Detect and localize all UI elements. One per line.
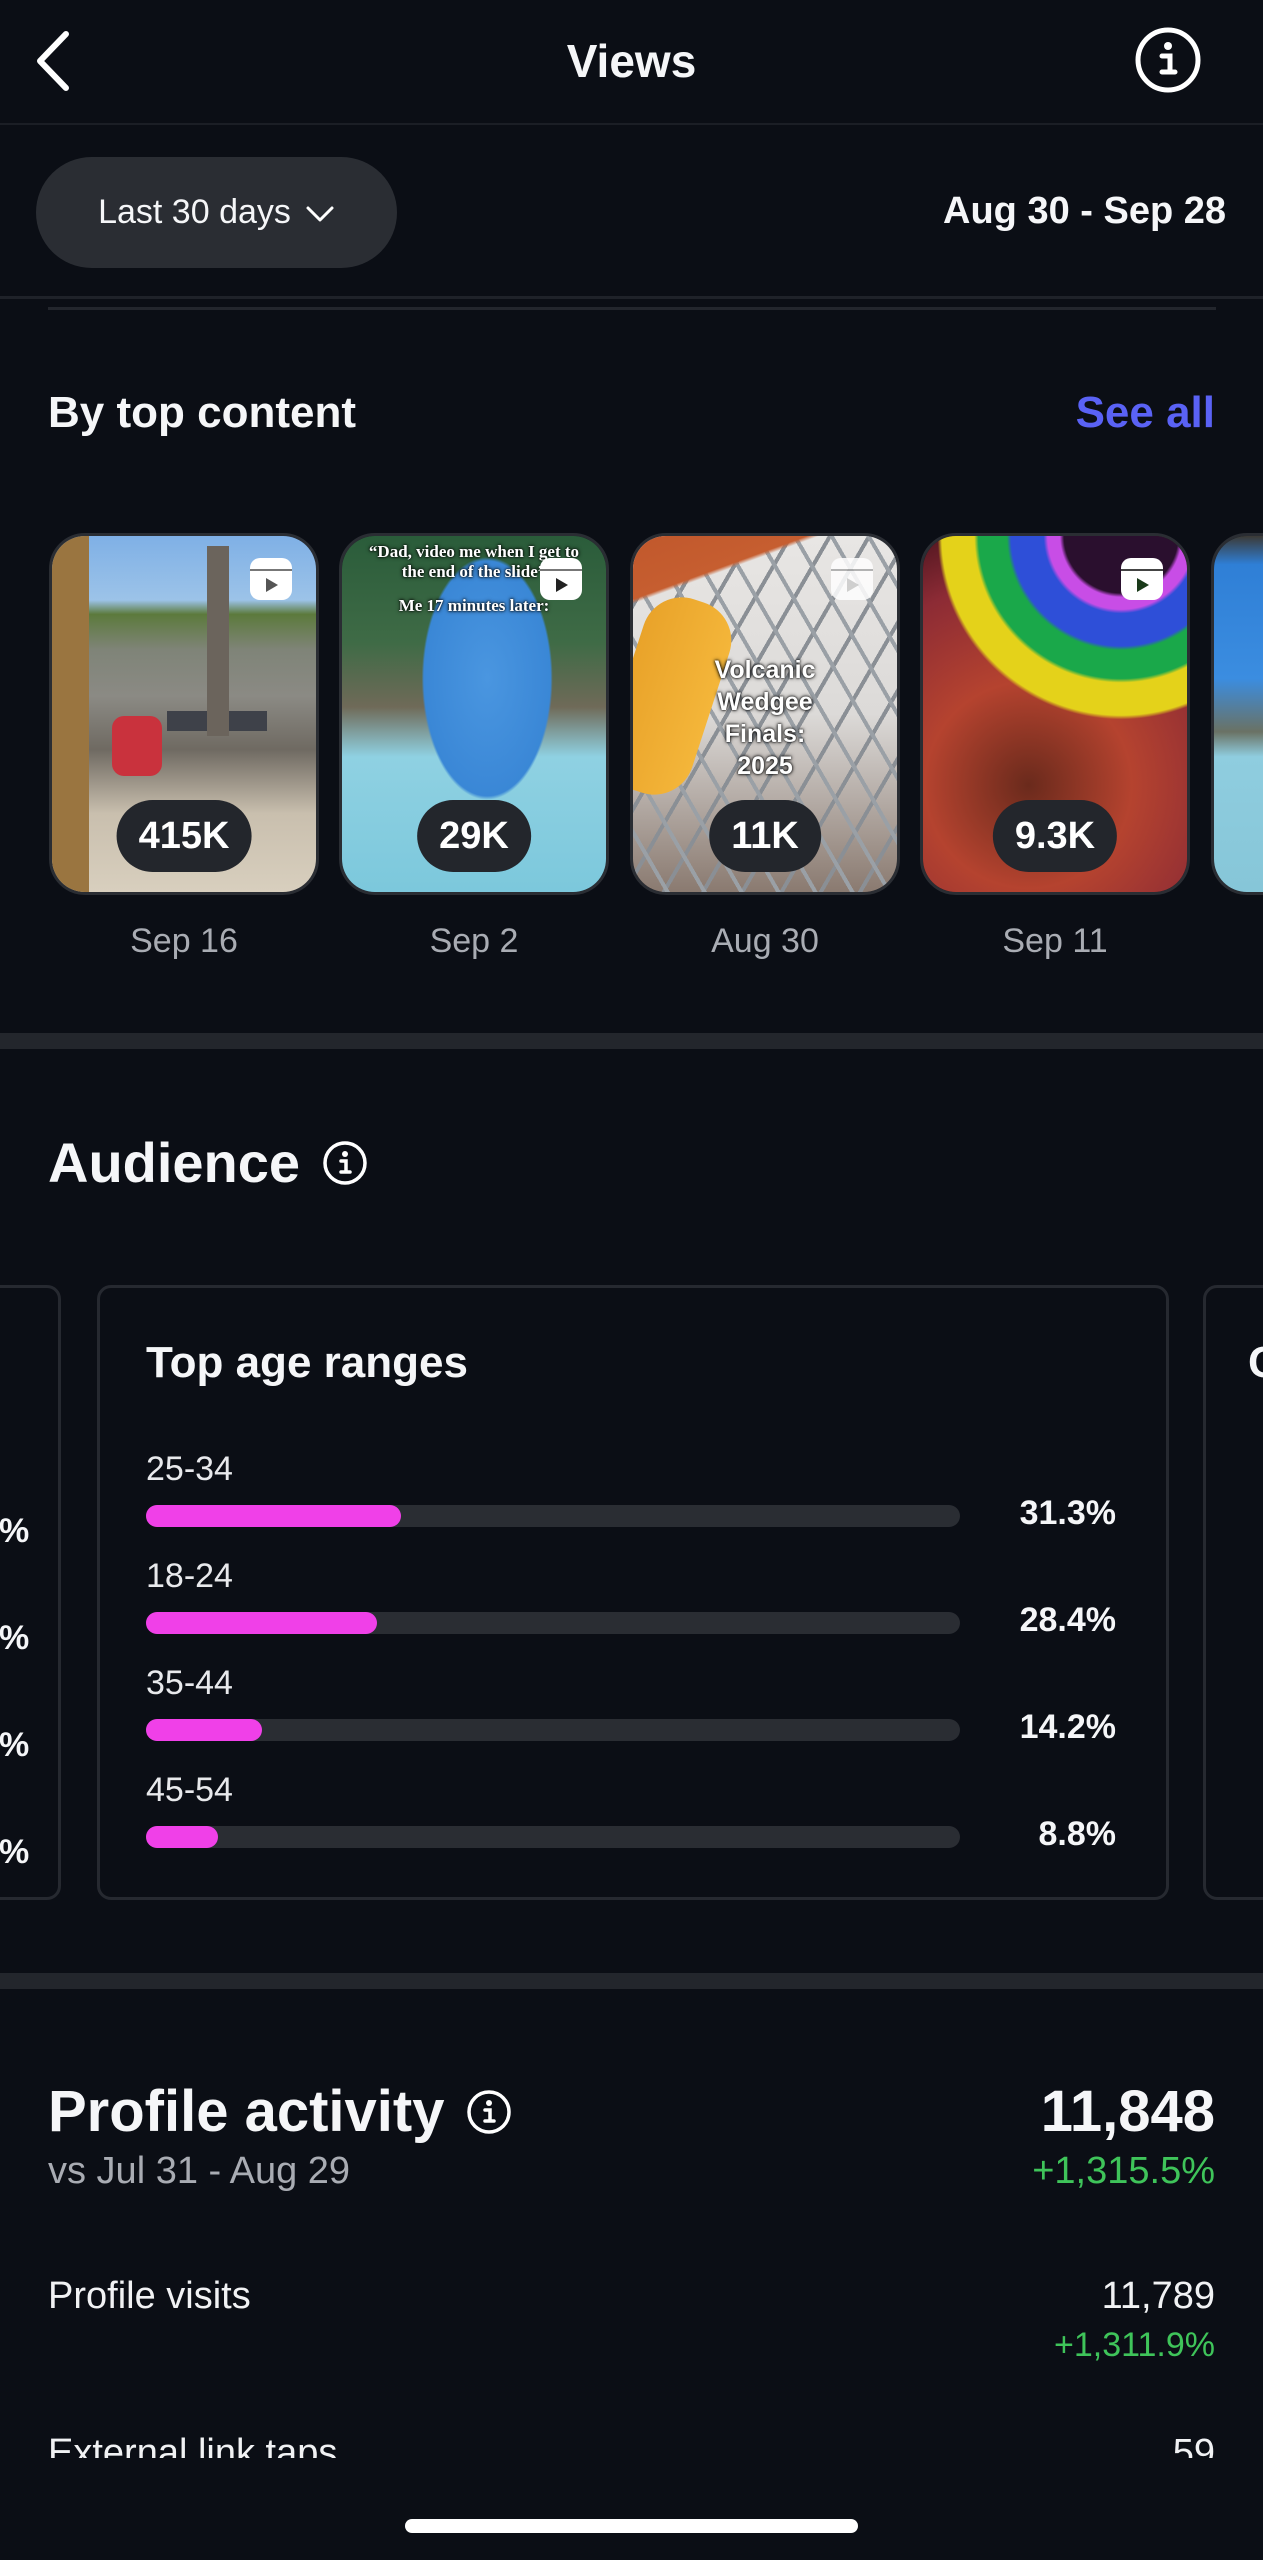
info-circle-icon[interactable] (322, 1140, 368, 1186)
reels-icon (831, 558, 873, 600)
chevron-down-icon (306, 206, 334, 221)
content-date: Aug 30 (711, 922, 819, 960)
chevron-left-icon (37, 31, 69, 91)
content-thumbnail[interactable]: Volcanic Wedgee Finals: 2025 11K (630, 533, 900, 895)
content-date: Sep 11 (1002, 922, 1108, 960)
content-thumbnail[interactable]: 415K (49, 533, 319, 895)
back-button[interactable] (30, 26, 80, 96)
top-nav-bar: Views (0, 0, 1263, 125)
audience-heading: Audience (48, 1130, 368, 1195)
view-count-badge: 415K (116, 800, 252, 872)
metric-change-profile-visits: +1,311.9% (1053, 2326, 1215, 2364)
thumbnail-figure (207, 546, 229, 736)
metric-value-profile-visits: 11,789 (1101, 2275, 1215, 2317)
bar-fill (146, 1826, 218, 1848)
home-indicator[interactable] (405, 2519, 858, 2533)
date-range-text: Aug 30 - Sep 28 (943, 190, 1226, 232)
card-title: Top age ranges (146, 1338, 468, 1387)
bar-track (146, 1826, 960, 1848)
section-divider (0, 1033, 1263, 1049)
date-range-dropdown-label: Last 30 days (98, 193, 291, 231)
divider (0, 296, 1263, 299)
info-circle-icon (1135, 27, 1201, 93)
reels-icon (250, 558, 292, 600)
audience-card-next[interactable]: C (1203, 1285, 1263, 1900)
bottom-safe-area (0, 2458, 1263, 2560)
thumbnail-caption: “Dad, video me when I get to the end of … (368, 542, 580, 615)
profile-activity-total: 11,848 (1040, 2079, 1215, 2144)
bar-fill (146, 1612, 378, 1634)
age-range-row: 18-24 28.4% (146, 1557, 1116, 1639)
see-all-link[interactable]: See all (1075, 388, 1215, 437)
page-title: Views (566, 35, 697, 87)
content-date: Sep 2 (429, 922, 519, 960)
info-circle-icon[interactable] (466, 2089, 512, 2135)
comparison-period: vs Jul 31 - Aug 29 (48, 2150, 351, 2192)
view-count-badge: 11K (709, 800, 821, 872)
view-count-badge: 9.3K (992, 800, 1118, 872)
bar-track (146, 1505, 960, 1527)
content-thumbnail-peek[interactable] (1211, 533, 1263, 895)
view-count-badge: 29K (417, 800, 531, 872)
metric-label-profile-visits: Profile visits (48, 2275, 251, 2317)
divider (48, 307, 1216, 310)
thumbnail-figure (112, 716, 162, 776)
age-range-row: 25-34 31.3% (146, 1450, 1116, 1532)
thumbnail-caption: Volcanic Wedgee Finals: 2025 (714, 656, 816, 780)
bar-track (146, 1612, 960, 1634)
audience-card-prev[interactable]: % % % % (0, 1285, 61, 1900)
profile-activity-change: +1,315.5% (1032, 2150, 1215, 2192)
top-age-ranges-card[interactable]: Top age ranges 25-34 31.3% 18-24 28.4% 3… (97, 1285, 1169, 1900)
bar-fill (146, 1719, 262, 1741)
top-content-heading: By top content (48, 388, 356, 437)
content-thumbnail[interactable]: “Dad, video me when I get to the end of … (339, 533, 609, 895)
reels-icon (540, 558, 582, 600)
date-range-dropdown[interactable]: Last 30 days (36, 157, 397, 268)
content-date: Sep 16 (130, 922, 238, 960)
bar-track (146, 1719, 960, 1741)
info-button[interactable] (1134, 26, 1202, 94)
bar-fill (146, 1505, 401, 1527)
section-divider (0, 1973, 1263, 1989)
thumbnail-image (1214, 536, 1263, 892)
age-range-row: 45-54 8.8% (146, 1771, 1116, 1853)
reels-icon (1121, 558, 1163, 600)
age-range-row: 35-44 14.2% (146, 1664, 1116, 1746)
content-thumbnail[interactable]: 9.3K (920, 533, 1190, 895)
profile-activity-heading: Profile activity (48, 2078, 512, 2145)
